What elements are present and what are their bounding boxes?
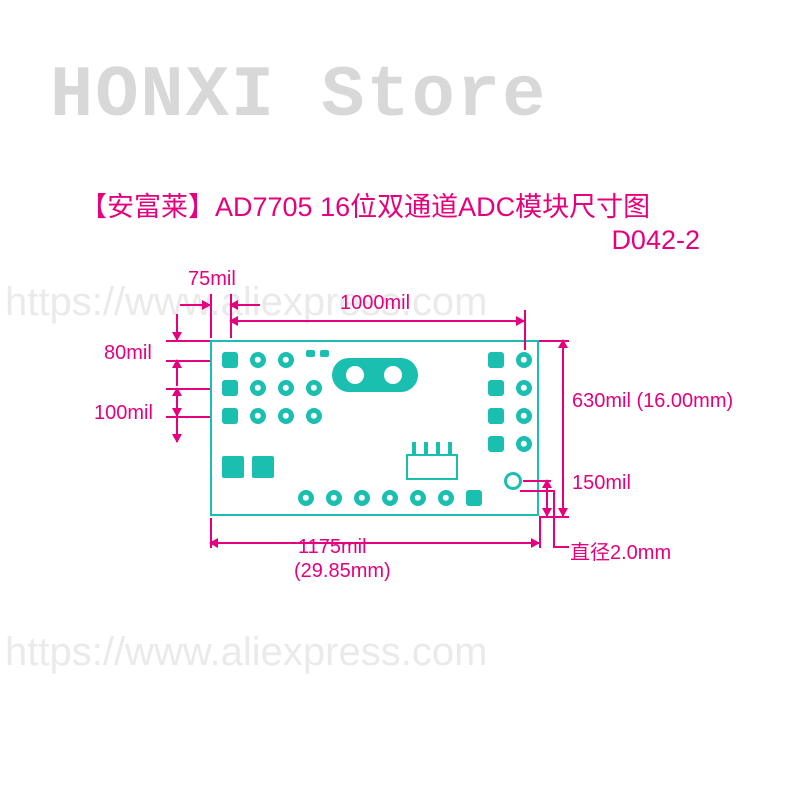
dim-line — [176, 416, 178, 442]
dim-line — [176, 388, 178, 416]
diagram-code: D042-2 — [611, 225, 700, 256]
dim-line — [230, 320, 524, 322]
dim-1175mil: 1175mil — [298, 536, 367, 559]
dim-line — [546, 480, 548, 516]
pad — [252, 456, 274, 478]
dim-80mil: 80mil — [104, 342, 152, 365]
pad — [222, 456, 244, 478]
pad — [516, 352, 532, 368]
mounting-slot — [332, 358, 418, 392]
ic-pin — [424, 442, 428, 454]
diagram-title: 【安富莱】AD7705 16位双通道ADC模块尺寸图 — [80, 185, 650, 224]
leader-line — [553, 546, 569, 548]
pad — [250, 380, 266, 396]
pad — [488, 352, 504, 368]
pad — [382, 490, 398, 506]
dim-line — [562, 340, 564, 516]
dim-hole-dia: 直径2.0mm — [570, 536, 671, 565]
dim-150mil: 150mil — [572, 472, 631, 495]
dim-630mil: 630mil (16.00mm) — [572, 390, 733, 413]
pad — [466, 490, 482, 506]
pad — [488, 380, 504, 396]
pad — [326, 490, 342, 506]
pad — [516, 408, 532, 424]
pad — [250, 408, 266, 424]
pad — [488, 436, 504, 452]
ext-line — [553, 490, 555, 546]
pad — [222, 408, 238, 424]
store-watermark: HONXI Store — [50, 55, 547, 137]
dim-100mil: 100mil — [94, 402, 153, 425]
pad — [306, 380, 322, 396]
pad — [438, 490, 454, 506]
pad — [354, 490, 370, 506]
pad — [488, 408, 504, 424]
pad — [278, 352, 294, 368]
dim-1000mil: 1000mil — [340, 292, 410, 315]
pad — [516, 436, 532, 452]
mounting-hole — [504, 472, 522, 490]
dim-line — [176, 360, 178, 386]
leader-line — [520, 490, 553, 492]
dim-line — [210, 542, 539, 544]
smd-pad — [306, 350, 315, 357]
dim-75mil: 75mil — [188, 268, 236, 291]
pad — [278, 408, 294, 424]
pad — [250, 352, 266, 368]
url-watermark-2: https://www.aliexpress.com — [5, 630, 487, 675]
ic-pin — [436, 442, 440, 454]
smd-pad — [320, 350, 329, 357]
dim-line — [230, 304, 260, 306]
pad — [222, 380, 238, 396]
pad — [306, 408, 322, 424]
pad — [278, 380, 294, 396]
pad — [516, 380, 532, 396]
dim-line — [180, 304, 210, 306]
ic-outline — [406, 454, 458, 480]
dim-line — [176, 314, 178, 340]
dim-1175mm: (29.85mm) — [294, 560, 391, 583]
ic-pin — [412, 442, 416, 454]
pad — [410, 490, 426, 506]
dimension-diagram: 75mil 1000mil 80mil 100mil 630mil (16.00… — [80, 280, 720, 600]
ic-pin — [448, 442, 452, 454]
pad — [298, 490, 314, 506]
pad — [222, 352, 238, 368]
